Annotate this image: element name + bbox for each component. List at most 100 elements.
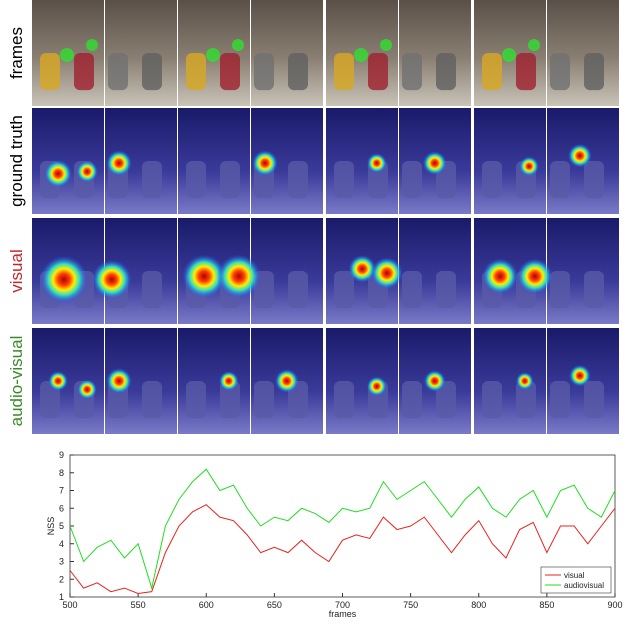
saliency-blob	[567, 143, 592, 168]
image-tile	[474, 328, 619, 434]
person	[516, 53, 536, 91]
y-tick-label: 8	[59, 468, 64, 478]
person	[334, 381, 354, 419]
image-tile	[474, 218, 619, 324]
person	[482, 53, 502, 91]
image-tile	[178, 328, 323, 434]
saliency-blob	[568, 364, 591, 387]
x-tick-label: 850	[539, 600, 554, 610]
image-tile	[32, 328, 177, 434]
saliency-blob	[423, 370, 446, 392]
y-tick-label: 6	[59, 503, 64, 513]
person	[402, 161, 422, 199]
y-tick-label: 7	[59, 486, 64, 496]
person	[142, 381, 162, 419]
person	[482, 161, 502, 199]
series-line	[69, 468, 616, 591]
saliency-blob	[218, 371, 239, 391]
row-label: visual	[7, 249, 26, 292]
gaze-points	[86, 39, 98, 51]
image-tile	[178, 218, 323, 324]
person	[142, 161, 162, 199]
person	[550, 271, 570, 309]
saliency-blob	[366, 376, 387, 397]
legend-label: audiovisual	[564, 581, 604, 590]
person	[254, 381, 274, 419]
saliency-blob	[76, 160, 99, 183]
person	[550, 381, 570, 419]
image-tile	[326, 108, 471, 214]
image-tile	[32, 218, 177, 324]
person	[288, 53, 308, 91]
saliency-blob	[216, 254, 261, 299]
person	[334, 271, 354, 309]
x-axis-label: frames	[329, 609, 357, 619]
image-tile	[474, 108, 619, 214]
saliency-blob	[482, 258, 519, 295]
saliency-blob	[44, 159, 73, 188]
person	[402, 381, 422, 419]
person	[142, 53, 162, 91]
saliency-blob	[519, 156, 540, 177]
gaze-points	[232, 39, 244, 51]
saliency-blob	[77, 379, 98, 400]
image-tile	[32, 0, 177, 106]
person	[186, 53, 206, 91]
person	[74, 53, 94, 91]
y-tick-label: 1	[59, 592, 64, 602]
row-label: frames	[7, 27, 26, 79]
gaze-points	[380, 39, 392, 51]
plot-area	[69, 454, 616, 598]
person	[142, 271, 162, 309]
image-tile	[326, 218, 471, 324]
y-tick-label: 5	[59, 521, 64, 531]
person	[186, 381, 206, 419]
person	[288, 161, 308, 199]
person	[186, 161, 206, 199]
row-label: ground truth	[7, 115, 26, 207]
gaze-points	[206, 48, 220, 62]
saliency-blob	[422, 151, 447, 176]
person	[550, 53, 570, 91]
gaze-points	[354, 48, 368, 62]
person	[584, 161, 604, 199]
person	[334, 161, 354, 199]
saliency-blob	[182, 254, 227, 299]
image-tile	[178, 108, 323, 214]
x-tick-label: 750	[403, 600, 418, 610]
x-tick-label: 900	[607, 600, 622, 610]
person	[436, 53, 456, 91]
person	[220, 381, 240, 419]
person	[584, 271, 604, 309]
saliency-blob	[39, 255, 88, 304]
gaze-points	[60, 48, 74, 62]
legend-box	[540, 566, 612, 594]
x-tick-label: 550	[131, 600, 146, 610]
person	[220, 161, 240, 199]
y-tick-label: 4	[59, 539, 64, 549]
x-tick-label: 700	[335, 600, 350, 610]
person	[550, 161, 570, 199]
person	[584, 381, 604, 419]
person	[288, 271, 308, 309]
person	[516, 381, 536, 419]
saliency-blob	[106, 150, 132, 177]
person	[436, 381, 456, 419]
person	[254, 53, 274, 91]
image-tile	[326, 328, 471, 434]
image-tile	[474, 0, 619, 106]
saliency-blob	[516, 258, 553, 295]
legend-label: visual	[564, 571, 585, 580]
person	[334, 53, 354, 91]
saliency-blob	[91, 259, 132, 300]
saliency-blob	[48, 371, 69, 391]
image-tile	[32, 108, 177, 214]
saliency-blob	[366, 153, 387, 174]
y-axis-label: NSS	[46, 517, 56, 536]
x-tick-label: 650	[267, 600, 282, 610]
saliency-blob	[515, 372, 534, 390]
series-line	[69, 504, 616, 594]
person	[584, 53, 604, 91]
